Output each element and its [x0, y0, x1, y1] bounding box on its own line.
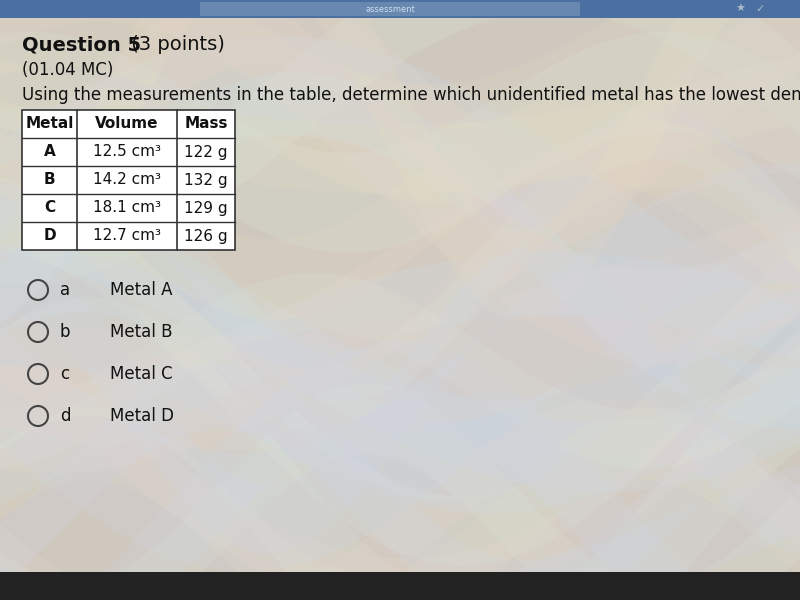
Text: Question 5: Question 5	[22, 35, 141, 55]
Text: b: b	[60, 323, 70, 341]
Text: 126 g: 126 g	[184, 229, 228, 244]
Text: D: D	[43, 229, 56, 244]
Text: (01.04 MC): (01.04 MC)	[22, 61, 114, 79]
Text: assessment: assessment	[365, 4, 415, 13]
Text: Metal B: Metal B	[110, 323, 173, 341]
Text: 12.5 cm³: 12.5 cm³	[93, 145, 161, 160]
Text: 132 g: 132 g	[184, 173, 228, 187]
Text: ✓: ✓	[755, 4, 765, 14]
Text: Metal D: Metal D	[110, 407, 174, 425]
Text: B: B	[44, 173, 55, 187]
Text: (3 points): (3 points)	[125, 35, 225, 55]
Bar	[0, 572, 800, 600]
Text: c: c	[61, 365, 70, 383]
Text: d: d	[60, 407, 70, 425]
Text: 122 g: 122 g	[184, 145, 228, 160]
Text: 14.2 cm³: 14.2 cm³	[93, 173, 161, 187]
Text: Metal C: Metal C	[110, 365, 173, 383]
Text: a: a	[60, 281, 70, 299]
Text: Volume: Volume	[95, 116, 158, 131]
Text: 12.7 cm³: 12.7 cm³	[93, 229, 161, 244]
Bar	[0, 0, 800, 18]
Bar	[22, 110, 235, 250]
Text: C: C	[44, 200, 55, 215]
Text: 18.1 cm³: 18.1 cm³	[93, 200, 161, 215]
Text: Metal A: Metal A	[110, 281, 173, 299]
Text: ★: ★	[735, 4, 745, 14]
Text: 129 g: 129 g	[184, 200, 228, 215]
Text: Mass: Mass	[184, 116, 228, 131]
Bar	[200, 2, 580, 16]
Text: A: A	[44, 145, 55, 160]
Text: Metal: Metal	[26, 116, 74, 131]
Text: Using the measurements in the table, determine which unidentified metal has the : Using the measurements in the table, det…	[22, 86, 800, 104]
